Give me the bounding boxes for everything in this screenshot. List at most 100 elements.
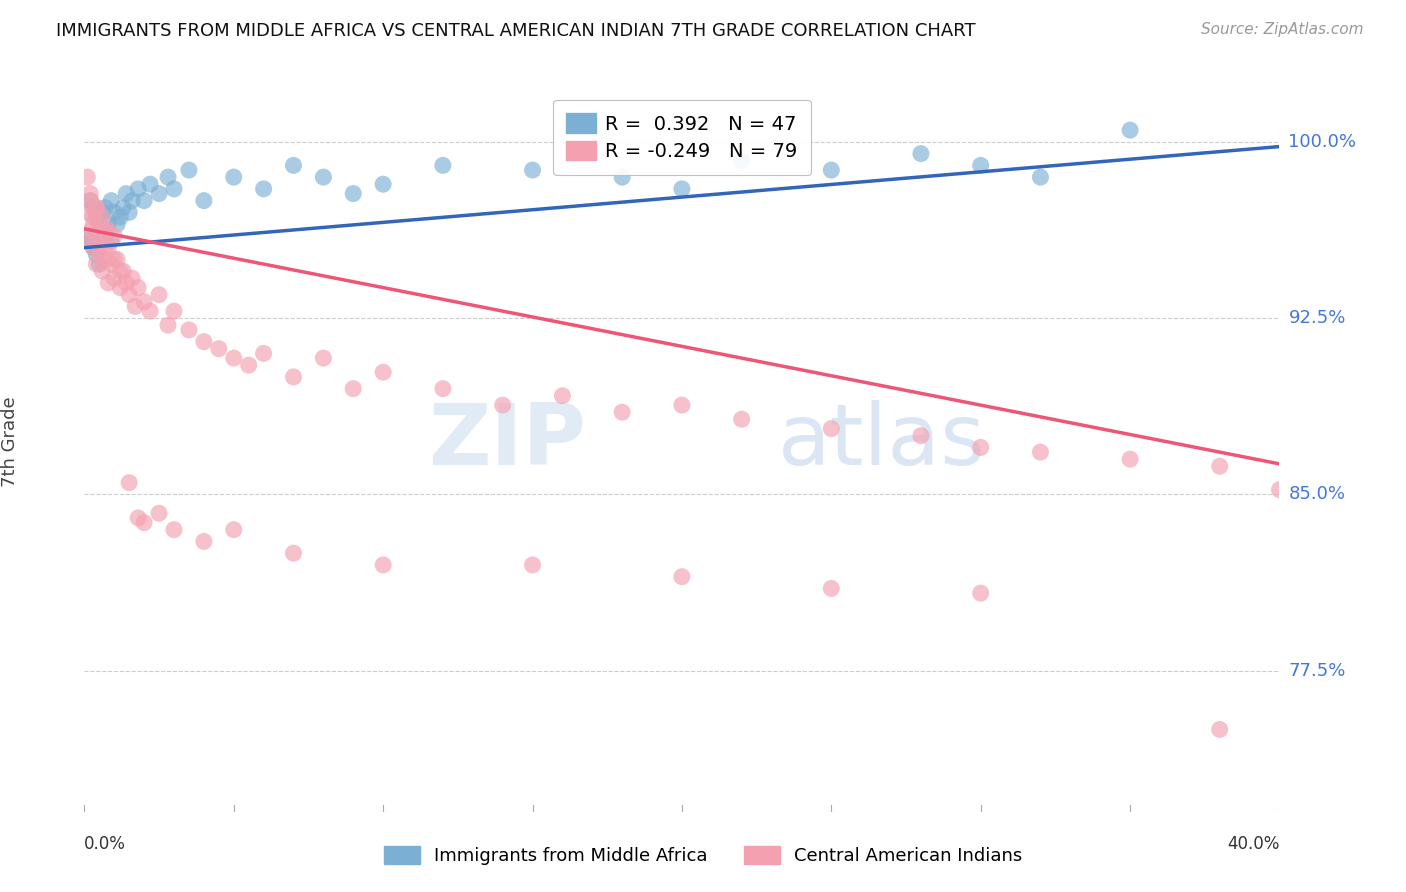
Point — [1119, 123, 1142, 137]
Point — [492, 398, 515, 412]
Legend: R =  0.392   N = 47, R = -0.249   N = 79: R = 0.392 N = 47, R = -0.249 N = 79 — [553, 100, 811, 175]
Point — [76, 170, 98, 185]
Point — [91, 264, 114, 278]
Point — [312, 170, 335, 185]
Point — [82, 210, 104, 224]
Point — [97, 217, 120, 231]
Point — [157, 170, 180, 185]
Point — [671, 570, 693, 584]
Point — [163, 523, 186, 537]
Point — [121, 194, 143, 208]
Point — [1029, 170, 1052, 185]
Point — [76, 205, 98, 219]
Text: Source: ZipAtlas.com: Source: ZipAtlas.com — [1201, 22, 1364, 37]
Point — [820, 582, 842, 596]
Point — [94, 252, 117, 267]
Point — [1209, 723, 1232, 737]
Point — [86, 201, 108, 215]
Point — [91, 205, 114, 219]
Point — [76, 228, 98, 243]
Point — [612, 170, 634, 185]
Point — [177, 323, 200, 337]
Point — [193, 194, 215, 208]
Point — [94, 241, 117, 255]
Text: ZIP: ZIP — [429, 400, 586, 483]
Point — [79, 194, 101, 208]
Point — [1119, 452, 1142, 467]
Point — [373, 558, 395, 572]
Point — [112, 201, 135, 215]
Point — [103, 205, 125, 219]
Point — [910, 428, 932, 442]
Point — [148, 287, 170, 301]
Text: 7th Grade: 7th Grade — [0, 396, 18, 487]
Point — [94, 224, 117, 238]
Point — [103, 252, 125, 267]
Point — [82, 241, 104, 255]
Point — [970, 441, 993, 455]
Text: 100.0%: 100.0% — [1288, 133, 1357, 151]
Point — [82, 241, 104, 255]
Point — [373, 177, 395, 191]
Text: 0.0%: 0.0% — [84, 835, 127, 854]
Point — [342, 186, 364, 201]
Point — [97, 224, 120, 238]
Point — [79, 186, 101, 201]
Point — [82, 217, 104, 231]
Point — [100, 234, 122, 248]
Point — [312, 351, 335, 365]
Point — [222, 170, 245, 185]
Point — [110, 264, 132, 278]
Point — [89, 217, 111, 231]
Point — [163, 304, 186, 318]
Point — [110, 280, 132, 294]
Point — [100, 257, 122, 271]
Point — [910, 146, 932, 161]
Point — [127, 182, 149, 196]
Point — [283, 158, 305, 172]
Point — [110, 210, 132, 224]
Point — [432, 382, 454, 396]
Point — [1029, 445, 1052, 459]
Legend: Immigrants from Middle Africa, Central American Indians: Immigrants from Middle Africa, Central A… — [374, 837, 1032, 874]
Point — [86, 248, 108, 262]
Point — [76, 234, 98, 248]
Point — [86, 210, 108, 224]
Point — [373, 365, 395, 379]
Point — [731, 412, 754, 426]
Point — [115, 186, 138, 201]
Point — [820, 163, 842, 178]
Point — [89, 257, 111, 271]
Point — [91, 210, 114, 224]
Text: 77.5%: 77.5% — [1288, 662, 1346, 680]
Point — [139, 304, 162, 318]
Point — [132, 294, 156, 309]
Point — [193, 334, 215, 349]
Point — [118, 475, 141, 490]
Point — [163, 182, 186, 196]
Point — [551, 389, 574, 403]
Point — [112, 264, 135, 278]
Point — [127, 280, 149, 294]
Point — [118, 287, 141, 301]
Point — [970, 586, 993, 600]
Point — [208, 342, 231, 356]
Point — [103, 271, 125, 285]
Point — [82, 201, 104, 215]
Point — [86, 257, 108, 271]
Point — [1268, 483, 1291, 497]
Point — [177, 163, 200, 178]
Point — [342, 382, 364, 396]
Point — [222, 351, 245, 365]
Point — [612, 405, 634, 419]
Point — [432, 158, 454, 172]
Point — [124, 299, 146, 313]
Point — [970, 158, 993, 172]
Point — [671, 182, 693, 196]
Point — [91, 234, 114, 248]
Point — [253, 346, 276, 360]
Point — [118, 205, 141, 219]
Point — [100, 194, 122, 208]
Point — [103, 228, 125, 243]
Point — [79, 234, 101, 248]
